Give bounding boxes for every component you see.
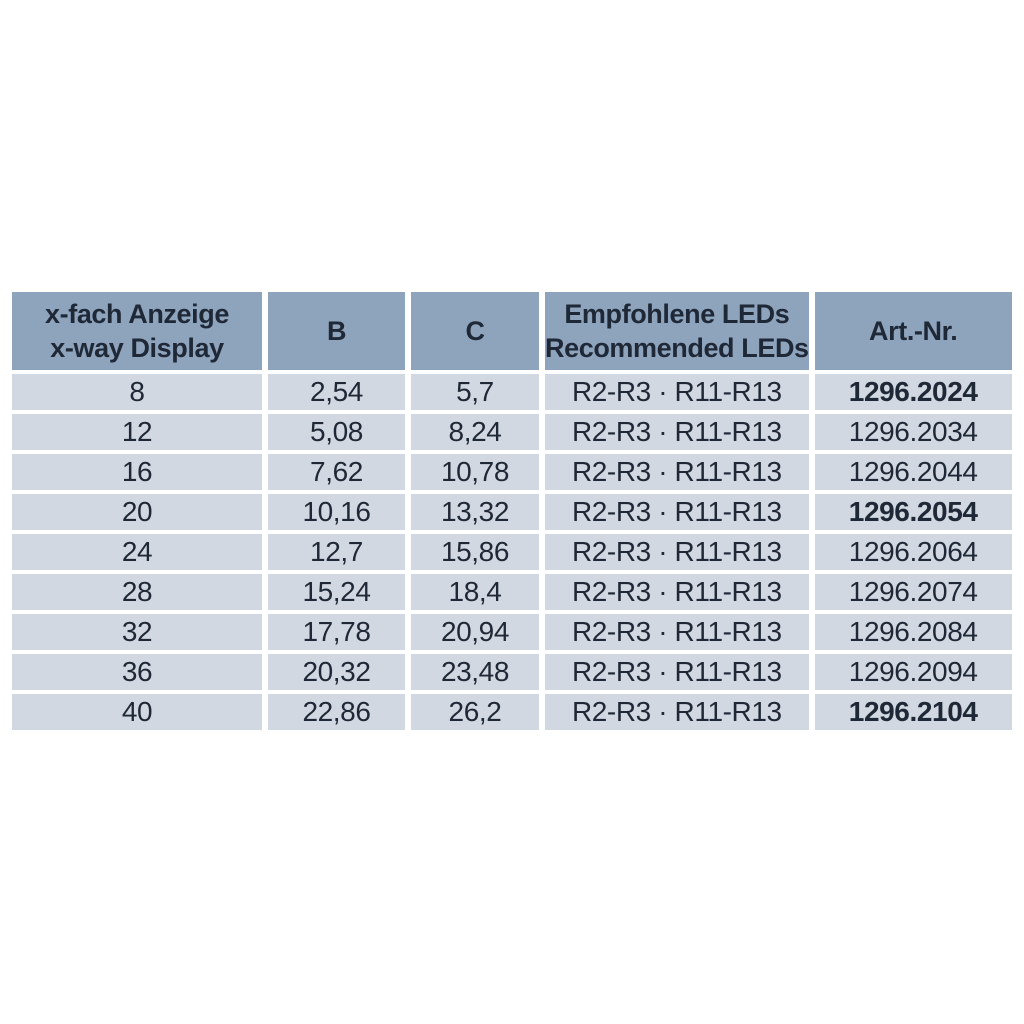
cell-artnr: 1296.2054	[814, 494, 1012, 530]
cell-b: 12,7	[268, 534, 405, 570]
cell-c: 10,78	[411, 454, 539, 490]
cell-artnr: 1296.2104	[814, 694, 1012, 730]
cell-c: 26,2	[411, 694, 539, 730]
cell-artnr: 1296.2034	[814, 414, 1012, 450]
cell-b: 20,32	[268, 654, 405, 690]
cell-b: 7,62	[268, 454, 405, 490]
header-leds-line-de: Empfohlene LEDs	[564, 298, 790, 329]
header-cell-leds: Empfohlene LEDs Recommended LEDs	[545, 292, 809, 370]
cell-artnr: 1296.2094	[814, 654, 1012, 690]
cell-leds: R2-R3 · R11-R13	[545, 534, 809, 570]
cell-artnr: 1296.2074	[814, 574, 1012, 610]
table-row: 40 22,86 26,2 R2-R3 · R11-R13 1296.2104	[12, 694, 1012, 730]
cell-display: 40	[12, 694, 262, 730]
cell-b: 10,16	[268, 494, 405, 530]
cell-display: 16	[12, 454, 262, 490]
cell-c: 18,4	[411, 574, 539, 610]
cell-leds: R2-R3 · R11-R13	[545, 374, 809, 410]
table-header-row: x-fach Anzeige x-way Display B C Empfohl…	[12, 292, 1012, 370]
cell-leds: R2-R3 · R11-R13	[545, 574, 809, 610]
cell-display: 12	[12, 414, 262, 450]
header-cell-artnr: Art.-Nr.	[814, 292, 1012, 370]
cell-leds: R2-R3 · R11-R13	[545, 654, 809, 690]
cell-b: 22,86	[268, 694, 405, 730]
cell-artnr: 1296.2064	[814, 534, 1012, 570]
header-leds-line-en: Recommended LEDs	[545, 333, 809, 363]
table-row: 20 10,16 13,32 R2-R3 · R11-R13 1296.2054	[12, 494, 1012, 530]
table-row: 32 17,78 20,94 R2-R3 · R11-R13 1296.2084	[12, 614, 1012, 650]
table-body: 8 2,54 5,7 R2-R3 · R11-R13 1296.2024 12 …	[12, 374, 1012, 730]
cell-leds: R2-R3 · R11-R13	[545, 454, 809, 490]
table-row: 28 15,24 18,4 R2-R3 · R11-R13 1296.2074	[12, 574, 1012, 610]
cell-display: 28	[12, 574, 262, 610]
cell-c: 13,32	[411, 494, 539, 530]
product-spec-table: x-fach Anzeige x-way Display B C Empfohl…	[6, 288, 1018, 734]
header-row: x-fach Anzeige x-way Display B C Empfohl…	[12, 292, 1012, 370]
table-row: 8 2,54 5,7 R2-R3 · R11-R13 1296.2024	[12, 374, 1012, 410]
table-row: 24 12,7 15,86 R2-R3 · R11-R13 1296.2064	[12, 534, 1012, 570]
table-row: 12 5,08 8,24 R2-R3 · R11-R13 1296.2034	[12, 414, 1012, 450]
cell-c: 23,48	[411, 654, 539, 690]
cell-leds: R2-R3 · R11-R13	[545, 494, 809, 530]
cell-display: 32	[12, 614, 262, 650]
cell-display: 24	[12, 534, 262, 570]
cell-artnr: 1296.2044	[814, 454, 1012, 490]
header-display-line-de: x-fach Anzeige	[45, 298, 229, 329]
cell-artnr: 1296.2024	[814, 374, 1012, 410]
header-display-line-en: x-way Display	[50, 333, 224, 363]
header-cell-display: x-fach Anzeige x-way Display	[12, 292, 262, 370]
cell-b: 5,08	[268, 414, 405, 450]
cell-leds: R2-R3 · R11-R13	[545, 694, 809, 730]
cell-display: 36	[12, 654, 262, 690]
cell-b: 15,24	[268, 574, 405, 610]
cell-c: 8,24	[411, 414, 539, 450]
cell-leds: R2-R3 · R11-R13	[545, 414, 809, 450]
table-row: 16 7,62 10,78 R2-R3 · R11-R13 1296.2044	[12, 454, 1012, 490]
cell-display: 20	[12, 494, 262, 530]
cell-c: 20,94	[411, 614, 539, 650]
cell-b: 17,78	[268, 614, 405, 650]
cell-b: 2,54	[268, 374, 405, 410]
cell-c: 5,7	[411, 374, 539, 410]
table-row: 36 20,32 23,48 R2-R3 · R11-R13 1296.2094	[12, 654, 1012, 690]
cell-leds: R2-R3 · R11-R13	[545, 614, 809, 650]
cell-c: 15,86	[411, 534, 539, 570]
header-cell-c: C	[411, 292, 539, 370]
cell-display: 8	[12, 374, 262, 410]
header-cell-b: B	[268, 292, 405, 370]
cell-artnr: 1296.2084	[814, 614, 1012, 650]
